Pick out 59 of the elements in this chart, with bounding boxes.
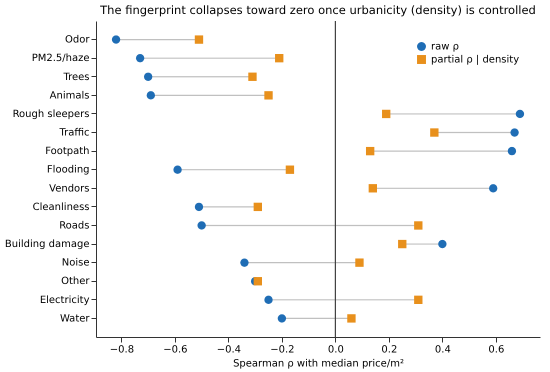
point — [366, 146, 374, 156]
point — [286, 166, 294, 174]
point — [516, 110, 524, 118]
y-tick-label: Odor — [65, 34, 90, 46]
x-tick-label: −0.2 — [270, 344, 295, 356]
point — [489, 184, 498, 192]
point — [248, 72, 257, 81]
x-axis-title: Spearman ρ with median price/m² — [233, 358, 404, 370]
point — [194, 202, 204, 212]
y-tick-label: Trees — [62, 72, 90, 83]
chart-title: The fingerprint collapses toward zero once urbanicity (density) is controlled — [99, 2, 536, 17]
y-tick-label: Footpath — [45, 146, 90, 158]
point — [368, 184, 378, 192]
point — [240, 258, 249, 267]
point — [173, 166, 182, 174]
point — [508, 146, 516, 156]
x-tick-label: 0.2 — [381, 344, 398, 356]
y-tick-label: Other — [61, 276, 90, 288]
y-tick-label: PM2.5/haze — [32, 53, 90, 64]
y-tick-label: Noise — [62, 258, 90, 269]
point — [278, 314, 286, 323]
point — [414, 221, 422, 230]
point — [398, 240, 406, 248]
point — [510, 128, 519, 137]
y-tick-label: Flooding — [46, 164, 90, 176]
y-tick-label: Vendors — [49, 183, 90, 194]
point — [254, 277, 262, 286]
point — [430, 128, 439, 137]
point — [438, 240, 447, 248]
x-tick-label: 0.4 — [434, 344, 451, 356]
point — [197, 221, 206, 230]
x-tick-label: 0.6 — [488, 344, 504, 356]
x-tick-label: −0.4 — [216, 344, 242, 356]
point — [254, 202, 262, 212]
point — [136, 54, 144, 62]
y-tick-label: Building damage — [4, 239, 90, 250]
y-tick-label: Animals — [50, 90, 90, 102]
point — [347, 314, 356, 323]
x-tick-label: −0.6 — [163, 344, 188, 356]
point — [264, 91, 273, 100]
point — [382, 110, 390, 118]
x-tick-label: 0.0 — [328, 344, 344, 356]
point — [414, 296, 422, 304]
point — [146, 91, 156, 100]
point — [112, 35, 120, 44]
point — [355, 258, 364, 267]
legend-label: raw ρ — [431, 42, 459, 52]
y-tick-label: Water — [60, 313, 90, 324]
y-tick-label: Cleanliness — [32, 202, 90, 213]
point — [275, 54, 284, 62]
point — [144, 72, 152, 81]
y-tick-label: Rough sleepers — [12, 108, 90, 120]
x-tick-label: −0.8 — [110, 344, 134, 356]
y-tick-label: Roads — [59, 220, 90, 232]
y-tick-label: Electricity — [40, 294, 90, 306]
point — [194, 35, 204, 44]
y-tick-label: Traffic — [58, 128, 90, 139]
legend-label: partial ρ | density — [431, 54, 520, 66]
point — [264, 296, 273, 304]
